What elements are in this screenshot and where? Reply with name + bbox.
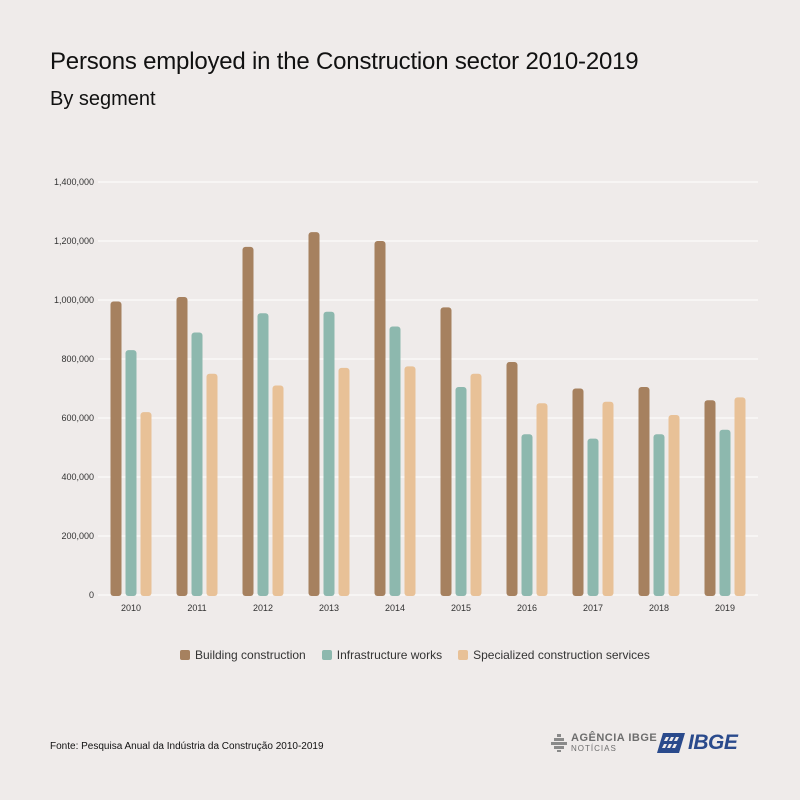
x-tick-label: 2011 — [187, 603, 206, 613]
bar[interactable] — [140, 412, 152, 596]
y-tick-label: 800,000 — [61, 354, 94, 364]
y-tick-label: 400,000 — [61, 472, 94, 482]
chart-title: Persons employed in the Construction sec… — [50, 48, 639, 75]
bar[interactable] — [734, 397, 746, 596]
legend-swatch-infrastructure — [321, 650, 332, 660]
bar[interactable] — [602, 401, 614, 596]
bar[interactable] — [653, 434, 665, 596]
legend-swatch-building — [180, 650, 190, 660]
y-tick-label: 600,000 — [61, 413, 94, 423]
y-tick-label: 200,000 — [61, 531, 94, 541]
bar[interactable] — [191, 332, 203, 596]
bar[interactable] — [110, 301, 122, 596]
legend-label-infrastructure: Infrastructure works — [336, 648, 443, 662]
bar[interactable] — [374, 241, 386, 596]
bar[interactable] — [125, 350, 137, 596]
source-note: Fonte: Pesquisa Anual da Indústria da Co… — [50, 741, 324, 752]
bar[interactable] — [704, 400, 716, 596]
ibge-logo-text: IBGE — [688, 731, 738, 754]
y-tick-label: 1,000,000 — [54, 295, 94, 305]
agencia-mark-icon — [551, 734, 567, 752]
bar[interactable] — [506, 361, 518, 596]
x-tick-label: 2013 — [319, 603, 339, 613]
bar[interactable] — [404, 366, 416, 596]
bar[interactable] — [536, 403, 548, 596]
legend-item-building[interactable]: Building construction — [180, 648, 306, 662]
bar[interactable] — [440, 307, 452, 596]
x-tick-label: 2015 — [451, 603, 471, 613]
agencia-logo-line2: NOTÍCIAS — [571, 744, 617, 753]
bar[interactable] — [455, 387, 467, 596]
legend: Building construction Infrastructure wor… — [180, 648, 650, 662]
bar[interactable] — [470, 373, 482, 596]
y-tick-label: 1,400,000 — [54, 177, 94, 187]
y-tick-label: 1,200,000 — [54, 236, 94, 246]
bar[interactable] — [323, 311, 335, 596]
bar[interactable] — [719, 429, 731, 596]
bar[interactable] — [206, 373, 218, 596]
x-tick-label: 2012 — [253, 603, 273, 613]
y-tick-label: 0 — [89, 590, 94, 600]
legend-label-building: Building construction — [195, 648, 306, 662]
legend-swatch-specialized — [458, 650, 469, 660]
agencia-logo-line1: AGÊNCIA IBGE — [571, 732, 658, 744]
legend-item-infrastructure[interactable]: Infrastructure works — [321, 648, 443, 662]
agencia-ibge-logo: AGÊNCIA IBGE NOTÍCIAS — [551, 733, 657, 753]
bar[interactable] — [521, 434, 533, 596]
bar[interactable] — [242, 246, 254, 596]
bar[interactable] — [587, 438, 599, 596]
x-tick-label: 2010 — [121, 603, 141, 613]
legend-item-specialized[interactable]: Specialized construction services — [458, 648, 650, 662]
x-tick-label: 2018 — [649, 603, 669, 613]
bar[interactable] — [389, 326, 401, 596]
x-tick-label: 2014 — [385, 603, 405, 613]
bar[interactable] — [668, 415, 680, 596]
bar[interactable] — [176, 297, 188, 596]
ibge-mark-icon — [657, 733, 685, 753]
chart-subtitle: By segment — [50, 88, 156, 110]
ibge-logo: IBGE — [657, 731, 738, 755]
bar[interactable] — [572, 388, 584, 597]
legend-label-specialized: Specialized construction services — [473, 648, 650, 662]
bar[interactable] — [257, 313, 269, 596]
bar[interactable] — [272, 385, 284, 596]
x-tick-label: 2016 — [517, 603, 537, 613]
bar[interactable] — [338, 367, 350, 596]
x-tick-label: 2019 — [715, 603, 735, 613]
bar[interactable] — [638, 387, 650, 596]
bar[interactable] — [308, 232, 320, 596]
x-tick-label: 2017 — [583, 603, 603, 613]
